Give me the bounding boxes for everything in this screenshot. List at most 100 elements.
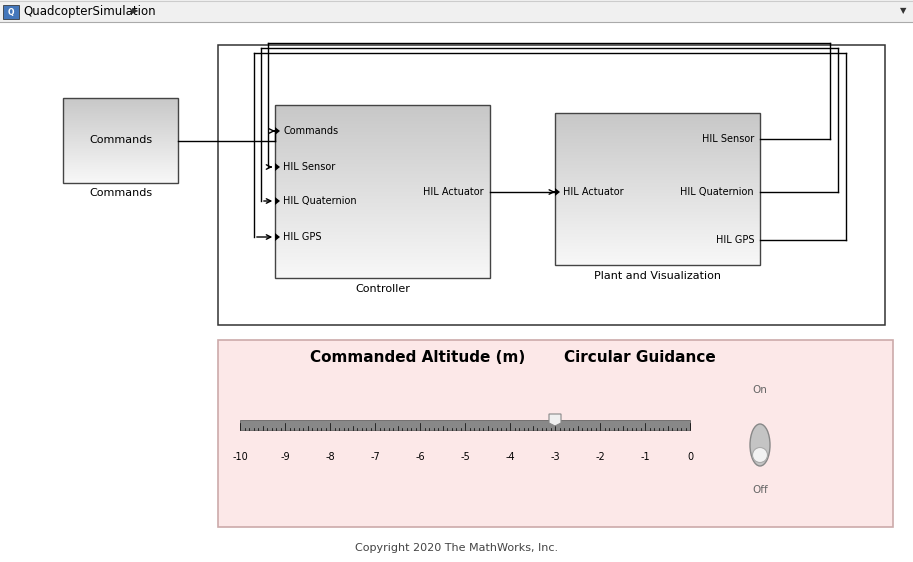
FancyBboxPatch shape	[63, 123, 178, 124]
FancyBboxPatch shape	[63, 155, 178, 156]
FancyBboxPatch shape	[275, 189, 490, 190]
FancyBboxPatch shape	[63, 100, 178, 101]
FancyBboxPatch shape	[555, 259, 760, 260]
FancyBboxPatch shape	[0, 0, 913, 22]
FancyBboxPatch shape	[275, 224, 490, 225]
FancyBboxPatch shape	[275, 167, 490, 168]
FancyBboxPatch shape	[63, 162, 178, 163]
FancyBboxPatch shape	[63, 109, 178, 110]
FancyBboxPatch shape	[275, 150, 490, 151]
FancyBboxPatch shape	[555, 239, 760, 240]
FancyBboxPatch shape	[555, 162, 760, 163]
FancyBboxPatch shape	[275, 252, 490, 253]
FancyBboxPatch shape	[63, 172, 178, 173]
FancyBboxPatch shape	[555, 214, 760, 215]
FancyBboxPatch shape	[275, 185, 490, 186]
FancyBboxPatch shape	[555, 213, 760, 214]
FancyBboxPatch shape	[555, 117, 760, 118]
FancyBboxPatch shape	[63, 98, 178, 99]
FancyBboxPatch shape	[275, 269, 490, 270]
FancyBboxPatch shape	[275, 191, 490, 192]
FancyBboxPatch shape	[63, 145, 178, 146]
FancyBboxPatch shape	[555, 219, 760, 220]
FancyBboxPatch shape	[275, 215, 490, 216]
FancyBboxPatch shape	[275, 244, 490, 245]
FancyBboxPatch shape	[275, 176, 490, 177]
Text: Controller: Controller	[355, 284, 410, 294]
FancyBboxPatch shape	[275, 193, 490, 194]
FancyBboxPatch shape	[555, 208, 760, 209]
FancyBboxPatch shape	[275, 119, 490, 120]
FancyBboxPatch shape	[555, 194, 760, 195]
FancyBboxPatch shape	[275, 142, 490, 143]
FancyBboxPatch shape	[275, 178, 490, 179]
FancyBboxPatch shape	[275, 147, 490, 148]
FancyBboxPatch shape	[63, 181, 178, 182]
FancyBboxPatch shape	[555, 115, 760, 116]
FancyBboxPatch shape	[275, 135, 490, 136]
FancyBboxPatch shape	[63, 126, 178, 127]
FancyBboxPatch shape	[63, 128, 178, 129]
FancyBboxPatch shape	[555, 200, 760, 201]
FancyBboxPatch shape	[555, 192, 760, 193]
FancyBboxPatch shape	[275, 267, 490, 268]
FancyBboxPatch shape	[555, 240, 760, 241]
FancyBboxPatch shape	[275, 169, 490, 170]
FancyBboxPatch shape	[555, 150, 760, 151]
FancyBboxPatch shape	[555, 257, 760, 258]
FancyBboxPatch shape	[555, 155, 760, 156]
FancyBboxPatch shape	[555, 215, 760, 216]
FancyBboxPatch shape	[275, 153, 490, 154]
FancyBboxPatch shape	[555, 250, 760, 251]
FancyBboxPatch shape	[275, 225, 490, 226]
Text: -7: -7	[370, 452, 380, 462]
FancyBboxPatch shape	[275, 270, 490, 271]
FancyBboxPatch shape	[63, 180, 178, 181]
FancyBboxPatch shape	[275, 137, 490, 138]
FancyBboxPatch shape	[275, 118, 490, 119]
FancyBboxPatch shape	[555, 226, 760, 227]
FancyBboxPatch shape	[63, 154, 178, 155]
FancyBboxPatch shape	[555, 163, 760, 164]
FancyBboxPatch shape	[275, 221, 490, 222]
FancyBboxPatch shape	[555, 210, 760, 211]
FancyBboxPatch shape	[63, 127, 178, 128]
FancyBboxPatch shape	[555, 131, 760, 132]
FancyBboxPatch shape	[555, 203, 760, 204]
FancyBboxPatch shape	[3, 5, 19, 19]
FancyBboxPatch shape	[275, 196, 490, 197]
Text: 0: 0	[687, 452, 693, 462]
FancyBboxPatch shape	[555, 197, 760, 198]
FancyBboxPatch shape	[555, 243, 760, 244]
FancyBboxPatch shape	[555, 169, 760, 170]
FancyBboxPatch shape	[275, 250, 490, 251]
FancyBboxPatch shape	[555, 142, 760, 143]
FancyBboxPatch shape	[63, 169, 178, 170]
FancyBboxPatch shape	[275, 209, 490, 210]
FancyBboxPatch shape	[275, 203, 490, 204]
FancyBboxPatch shape	[555, 230, 760, 231]
FancyBboxPatch shape	[275, 126, 490, 127]
FancyBboxPatch shape	[275, 159, 490, 160]
FancyBboxPatch shape	[63, 152, 178, 153]
FancyBboxPatch shape	[275, 110, 490, 111]
Text: Q: Q	[7, 7, 15, 16]
FancyBboxPatch shape	[63, 174, 178, 175]
FancyBboxPatch shape	[63, 143, 178, 144]
Text: -2: -2	[595, 452, 605, 462]
FancyBboxPatch shape	[555, 263, 760, 264]
FancyBboxPatch shape	[63, 148, 178, 149]
FancyBboxPatch shape	[555, 187, 760, 188]
Text: -9: -9	[280, 452, 289, 462]
FancyBboxPatch shape	[275, 107, 490, 108]
FancyBboxPatch shape	[555, 130, 760, 131]
FancyBboxPatch shape	[555, 254, 760, 255]
FancyBboxPatch shape	[275, 200, 490, 201]
FancyBboxPatch shape	[555, 202, 760, 203]
FancyBboxPatch shape	[555, 178, 760, 179]
FancyBboxPatch shape	[275, 184, 490, 185]
Text: QuadcopterSimulation: QuadcopterSimulation	[23, 4, 155, 17]
FancyBboxPatch shape	[275, 108, 490, 109]
FancyBboxPatch shape	[555, 228, 760, 229]
FancyBboxPatch shape	[275, 275, 490, 276]
